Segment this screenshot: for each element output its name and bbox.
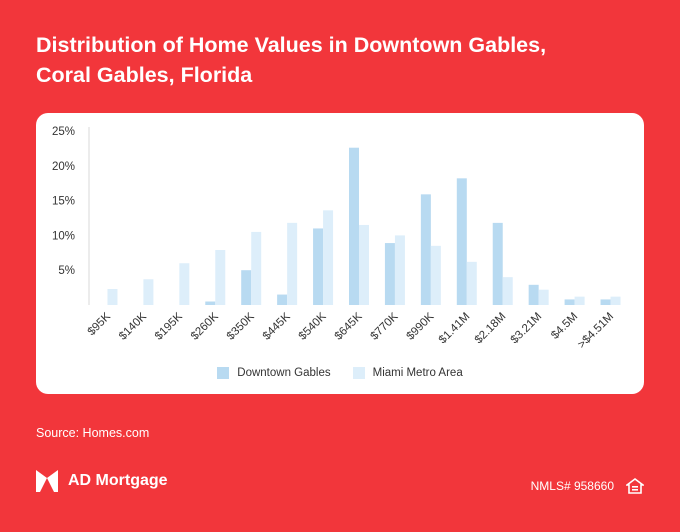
x-tick-label: $540K — [297, 310, 329, 342]
chart-title-line-2: Coral Gables, Florida — [36, 63, 253, 87]
legend-swatch-downtown-gables — [217, 367, 230, 379]
brand: AD Mortgage — [36, 470, 168, 492]
x-tick-label: $4.5M — [549, 311, 580, 342]
x-tick-label: $990K — [404, 310, 436, 342]
x-tick-label: $645K — [333, 310, 365, 342]
y-tick-label: 15% — [52, 196, 75, 208]
bar-miami-metro-area — [323, 210, 334, 305]
nmls-block: NMLS# 958660 — [531, 478, 644, 494]
y-tick-label: 25% — [52, 126, 75, 138]
legend-item-miami-metro-area: Miami Metro Area — [352, 367, 463, 379]
bar-downtown-gables — [277, 294, 288, 305]
x-tick-label: $3.21M — [509, 311, 545, 347]
x-tick-label: $140K — [117, 310, 149, 342]
bar-downtown-gables — [205, 301, 216, 305]
bar-miami-metro-area — [143, 279, 154, 305]
y-tick-label: 5% — [58, 265, 75, 277]
bar-downtown-gables — [313, 228, 324, 305]
legend-swatch-miami-metro-area — [352, 367, 365, 379]
bar-downtown-gables — [456, 178, 467, 305]
bar-miami-metro-area — [287, 222, 298, 305]
bar-miami-metro-area — [430, 245, 441, 305]
bar-downtown-gables — [420, 194, 431, 305]
x-tick-label: $260K — [189, 310, 221, 342]
chart-card: 5% 10% 15% 20% 25% $95K $140K $195K $260K $350K $4… — [36, 113, 644, 394]
chart-title-line-1: Distribution of Home Values in Downtown … — [36, 33, 547, 57]
x-tick-label: $1.41M — [437, 311, 473, 347]
source-note: Source: Homes.com — [36, 426, 150, 440]
bar-downtown-gables — [600, 299, 611, 305]
bar-downtown-gables — [241, 270, 252, 305]
bar-chart: 5%10%15%20%25%$95K $140K $195K $260K $350K $4… — [52, 126, 621, 351]
bar-miami-metro-area — [251, 231, 262, 305]
legend-label-miami-metro-area: Miami Metro Area — [372, 367, 463, 379]
nmls-number: NMLS# 958660 — [530, 479, 614, 493]
legend-item-downtown-gables: Downtown Gables — [217, 367, 331, 379]
x-tick-label: >$4.51M — [576, 311, 616, 351]
brand-name: AD Mortgage — [68, 472, 168, 489]
x-tick-label: $445K — [261, 310, 293, 342]
legend-label-downtown-gables: Downtown Gables — [237, 367, 331, 379]
x-tick-label: $770K — [369, 310, 401, 342]
bar-miami-metro-area — [215, 250, 226, 305]
chart-title: Distribution of Home Values in Downtown … — [36, 30, 656, 90]
bar-miami-metro-area — [574, 296, 585, 305]
bar-miami-metro-area — [502, 277, 513, 305]
equal-housing-icon — [626, 478, 644, 494]
bar-downtown-gables — [528, 284, 539, 305]
bar-miami-metro-area — [466, 261, 477, 305]
chart-legend: Downtown Gables Miami Metro Area — [36, 367, 644, 379]
bar-miami-metro-area — [359, 224, 369, 305]
bar-miami-metro-area — [179, 263, 190, 305]
bar-miami-metro-area — [610, 296, 621, 305]
x-tick-label: $95K — [86, 310, 114, 338]
ad-mortgage-logo-icon — [36, 470, 58, 492]
x-tick-label: $350K — [225, 310, 257, 342]
x-tick-label: $2.18M — [473, 311, 509, 347]
bar-miami-metro-area — [538, 289, 549, 305]
bar-miami-metro-area — [107, 288, 118, 305]
bar-miami-metro-area — [394, 235, 405, 305]
y-tick-label: 10% — [52, 230, 75, 242]
bar-downtown-gables — [349, 147, 359, 305]
bar-downtown-gables — [564, 299, 575, 305]
bar-downtown-gables — [384, 243, 395, 305]
x-tick-label: $195K — [153, 310, 185, 342]
bar-downtown-gables — [492, 222, 503, 305]
y-tick-label: 20% — [52, 161, 75, 173]
